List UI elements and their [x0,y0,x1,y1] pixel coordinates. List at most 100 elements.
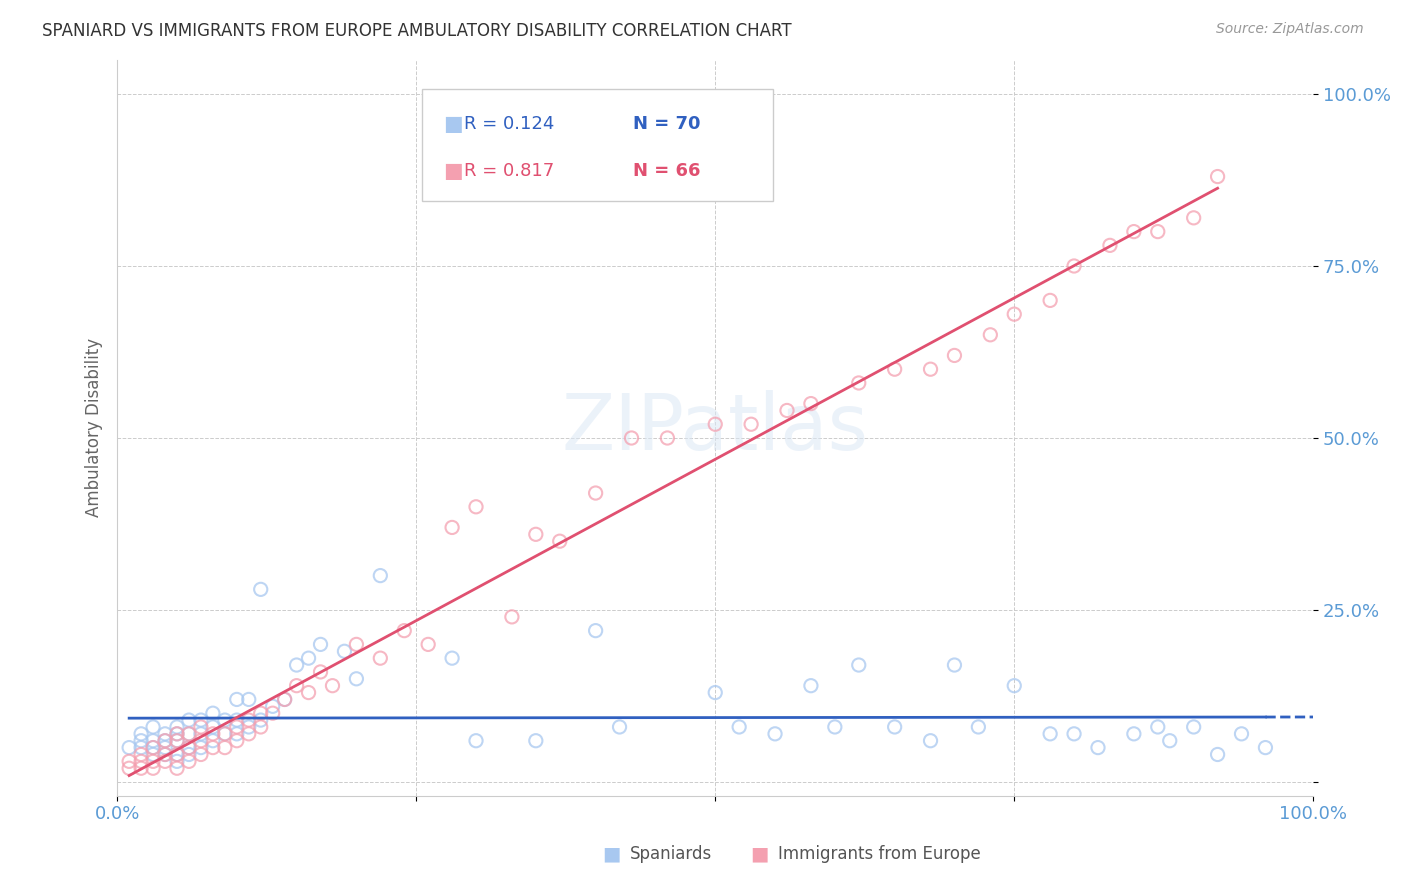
Point [118,761,141,775]
Point [524,733,547,747]
Text: SPANIARD VS IMMIGRANTS FROM EUROPE AMBULATORY DISABILITY CORRELATION CHART: SPANIARD VS IMMIGRANTS FROM EUROPE AMBUL… [42,22,792,40]
Point [273,692,295,706]
Point [153,727,176,741]
Point [129,747,152,762]
Point [190,740,212,755]
Point [704,417,727,432]
Point [418,637,440,651]
Text: R = 0.124: R = 0.124 [464,115,554,134]
Point [142,740,165,755]
Point [166,747,188,762]
Point [118,755,141,769]
Point [177,740,200,755]
Point [297,685,319,699]
Point [129,740,152,755]
Point [190,747,212,762]
Point [344,637,367,651]
Text: ■: ■ [443,114,463,135]
Point [1182,720,1205,734]
Point [344,672,367,686]
Point [1254,740,1277,755]
Point [262,699,284,714]
Point [800,396,823,410]
Point [129,755,152,769]
Point [848,376,870,390]
Point [740,417,762,432]
Point [214,740,236,755]
Point [177,727,200,741]
Point [166,761,188,775]
Text: Spaniards: Spaniards [630,846,711,863]
Point [262,706,284,721]
Point [190,720,212,734]
Point [370,651,392,665]
Point [166,747,188,762]
Point [1146,720,1168,734]
Point [1098,238,1121,252]
Point [763,727,786,741]
Point [1063,727,1085,741]
Point [249,713,271,727]
Point [465,733,488,747]
Point [201,727,224,741]
Point [585,624,607,638]
Text: ■: ■ [602,845,621,863]
Point [657,431,679,445]
Point [129,727,152,741]
Point [225,727,247,741]
Point [142,733,165,747]
Point [201,706,224,721]
Text: ZIPatlas: ZIPatlas [562,390,869,466]
Point [1146,225,1168,239]
Point [1002,679,1025,693]
Point [201,720,224,734]
Point [920,362,942,376]
Point [1206,169,1229,184]
Point [177,713,200,727]
Point [118,740,141,755]
Point [728,720,751,734]
Point [524,527,547,541]
Point [883,720,905,734]
Point [153,733,176,747]
Point [285,679,308,693]
Point [142,740,165,755]
Point [214,727,236,741]
Text: N = 70: N = 70 [633,115,700,134]
Point [441,520,464,534]
Point [225,720,247,734]
Point [465,500,488,514]
Point [129,761,152,775]
Point [177,755,200,769]
Point [273,692,295,706]
Point [249,706,271,721]
Point [225,713,247,727]
Point [1182,211,1205,225]
Text: ■: ■ [443,161,463,180]
Point [1063,259,1085,273]
Point [883,362,905,376]
Point [394,624,416,638]
Point [704,685,727,699]
Point [333,644,356,658]
Point [142,747,165,762]
Y-axis label: Ambulatory Disability: Ambulatory Disability [86,338,103,517]
Point [1122,727,1144,741]
Text: Source: ZipAtlas.com: Source: ZipAtlas.com [1216,22,1364,37]
Point [548,534,571,549]
Point [166,733,188,747]
Point [370,568,392,582]
Point [238,720,260,734]
Point [153,755,176,769]
Point [309,637,332,651]
Point [225,692,247,706]
Text: N = 66: N = 66 [633,161,700,179]
Point [153,747,176,762]
Point [249,582,271,597]
Point [142,755,165,769]
Point [129,733,152,747]
Point [297,651,319,665]
Text: R = 0.817: R = 0.817 [464,161,554,179]
Point [225,733,247,747]
Point [620,431,643,445]
